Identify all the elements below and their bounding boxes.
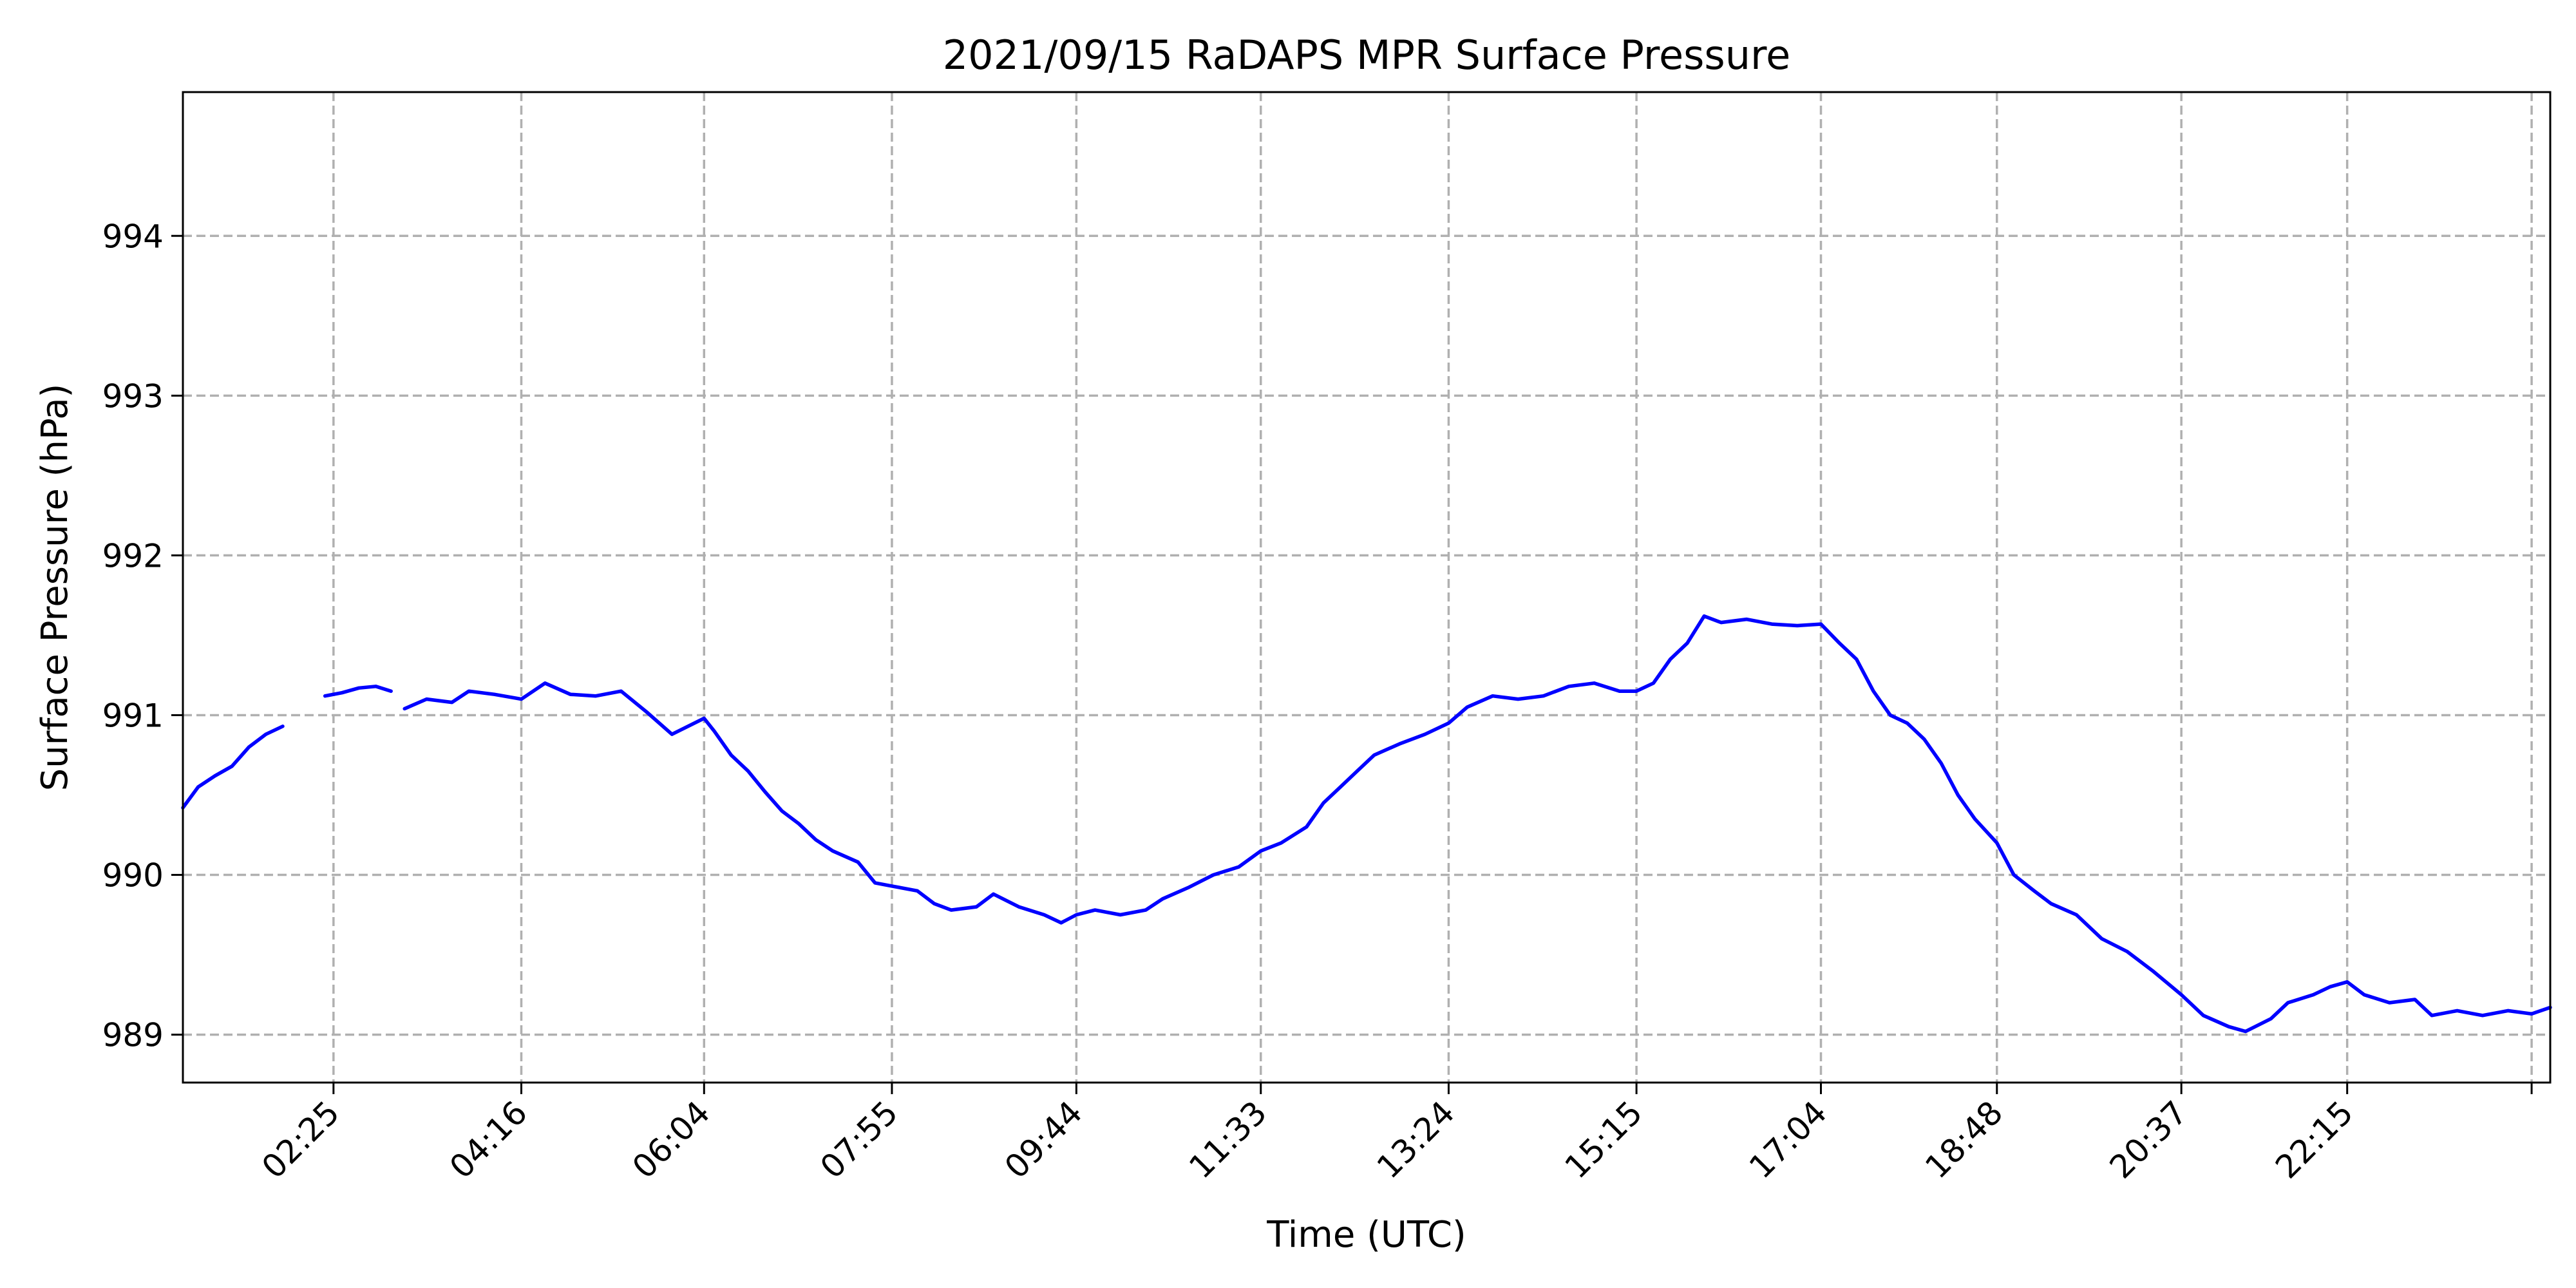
pressure-series-line (181, 724, 285, 810)
y-tick-label: 994 (102, 218, 164, 255)
chart-title: 2021/09/15 RaDAPS MPR Surface Pressure (943, 32, 1791, 79)
y-tick-label: 990 (102, 857, 164, 895)
y-axis-label: Surface Pressure (hPa) (34, 384, 76, 791)
grid-layer (183, 92, 2550, 1083)
plot-frame (182, 91, 2552, 1084)
y-tick-label: 993 (102, 377, 164, 415)
series-layer (181, 614, 2552, 1034)
y-tick-label: 991 (102, 697, 164, 734)
pressure-series-line (402, 614, 2552, 1034)
y-tick-label: 989 (102, 1017, 164, 1054)
x-axis-label: Time (UTC) (1266, 1214, 1466, 1256)
y-tick-label: 992 (102, 537, 164, 574)
pressure-series-line (323, 685, 393, 698)
